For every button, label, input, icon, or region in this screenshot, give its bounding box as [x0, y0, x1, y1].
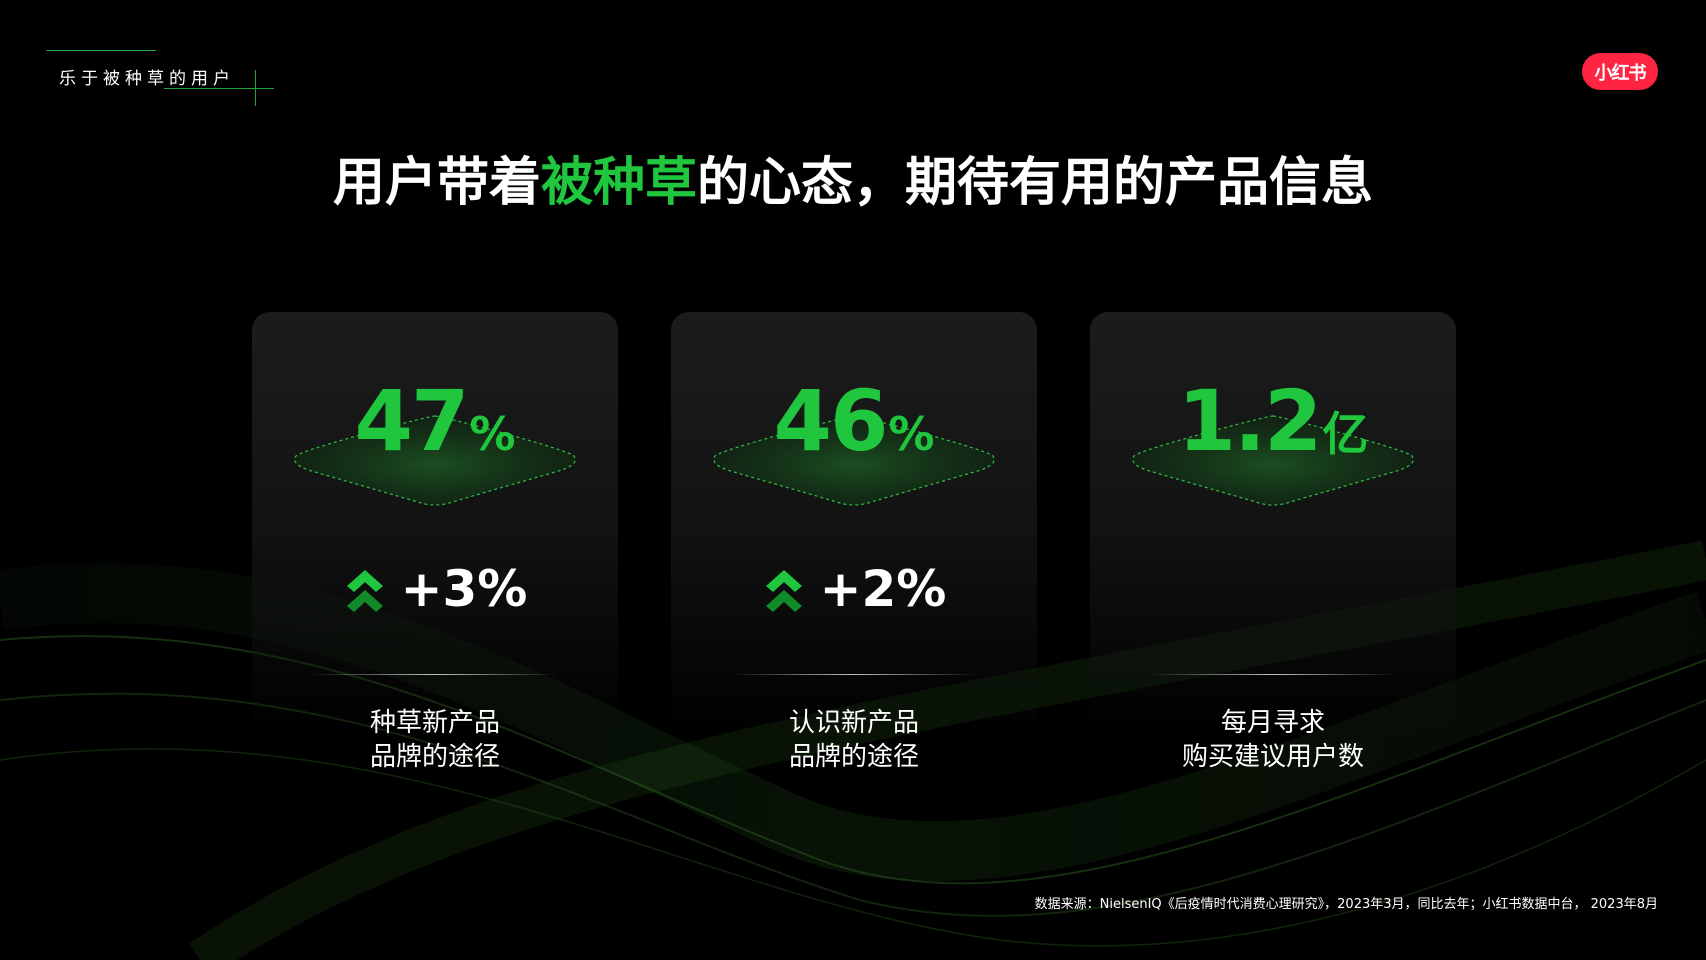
stat-label-line-2: 品牌的途径 — [369, 742, 500, 772]
title-part-before: 用户带着 — [332, 153, 541, 213]
tag-line-top — [46, 50, 156, 51]
stat-value: 1.2亿 — [1090, 372, 1456, 470]
stat-value: 46% — [671, 372, 1037, 470]
stat-value: 47% — [252, 372, 618, 470]
stat-card-2: 46% +2% 认识新产品 品牌的途径 — [671, 312, 1037, 772]
source-note: 数据来源：NielsenIQ《后疫情时代消费心理研究》，2023年3月，同比去年… — [1034, 897, 1658, 912]
section-tag-text: 乐于被种草的用户 — [59, 69, 235, 89]
title-part-after: 的心态，期待有用的产品信息 — [697, 153, 1374, 213]
stat-label-line-1: 认识新产品 — [788, 708, 919, 738]
stat-card-3: 1.2亿 每月寻求 购买建议用户数 — [1090, 312, 1456, 772]
stats-cards: 47% +3% 种草新产品 品牌的途径 46% — [252, 312, 1456, 792]
xiaohongshu-logo: 小红书 — [1582, 53, 1658, 90]
stat-label-line-2: 品牌的途径 — [788, 742, 919, 772]
stat-label-line-1: 种草新产品 — [369, 708, 500, 738]
logo-text: 小红书 — [1594, 62, 1647, 84]
card-divider — [1150, 674, 1396, 675]
diamond-base-icon — [1132, 415, 1414, 506]
stat-number: 47 — [354, 372, 470, 470]
growth-indicator: +3% — [252, 560, 618, 618]
card-divider — [731, 674, 977, 675]
diamond-base-icon — [713, 415, 995, 506]
stat-label-line-1: 每月寻求 — [1220, 708, 1325, 738]
page-title: 用户带着被种草的心态，期待有用的产品信息 — [0, 140, 1706, 215]
title-highlight: 被种草 — [540, 153, 697, 213]
double-chevron-up-icon — [346, 570, 383, 612]
section-tag: 乐于被种草的用户 — [46, 50, 276, 110]
tag-cross-line — [255, 70, 256, 106]
stat-label-line-2: 购买建议用户数 — [1181, 742, 1364, 772]
stat-label: 种草新产品 品牌的途径 — [252, 706, 618, 774]
stat-label: 每月寻求 购买建议用户数 — [1090, 706, 1456, 774]
stat-unit: % — [888, 407, 935, 461]
card-divider — [312, 674, 558, 675]
growth-value: +3% — [400, 560, 528, 618]
growth-value: +2% — [819, 560, 947, 618]
stat-unit: 亿 — [1322, 407, 1369, 461]
tag-line-bottom — [164, 88, 274, 89]
stat-label: 认识新产品 品牌的途径 — [671, 706, 1037, 774]
stat-card-1: 47% +3% 种草新产品 品牌的途径 — [252, 312, 618, 772]
double-chevron-up-icon — [765, 570, 802, 612]
stat-number: 1.2 — [1177, 372, 1323, 470]
stat-number: 46 — [773, 372, 889, 470]
diamond-base-icon — [294, 415, 576, 506]
stat-unit: % — [469, 407, 516, 461]
growth-indicator: +2% — [671, 560, 1037, 618]
